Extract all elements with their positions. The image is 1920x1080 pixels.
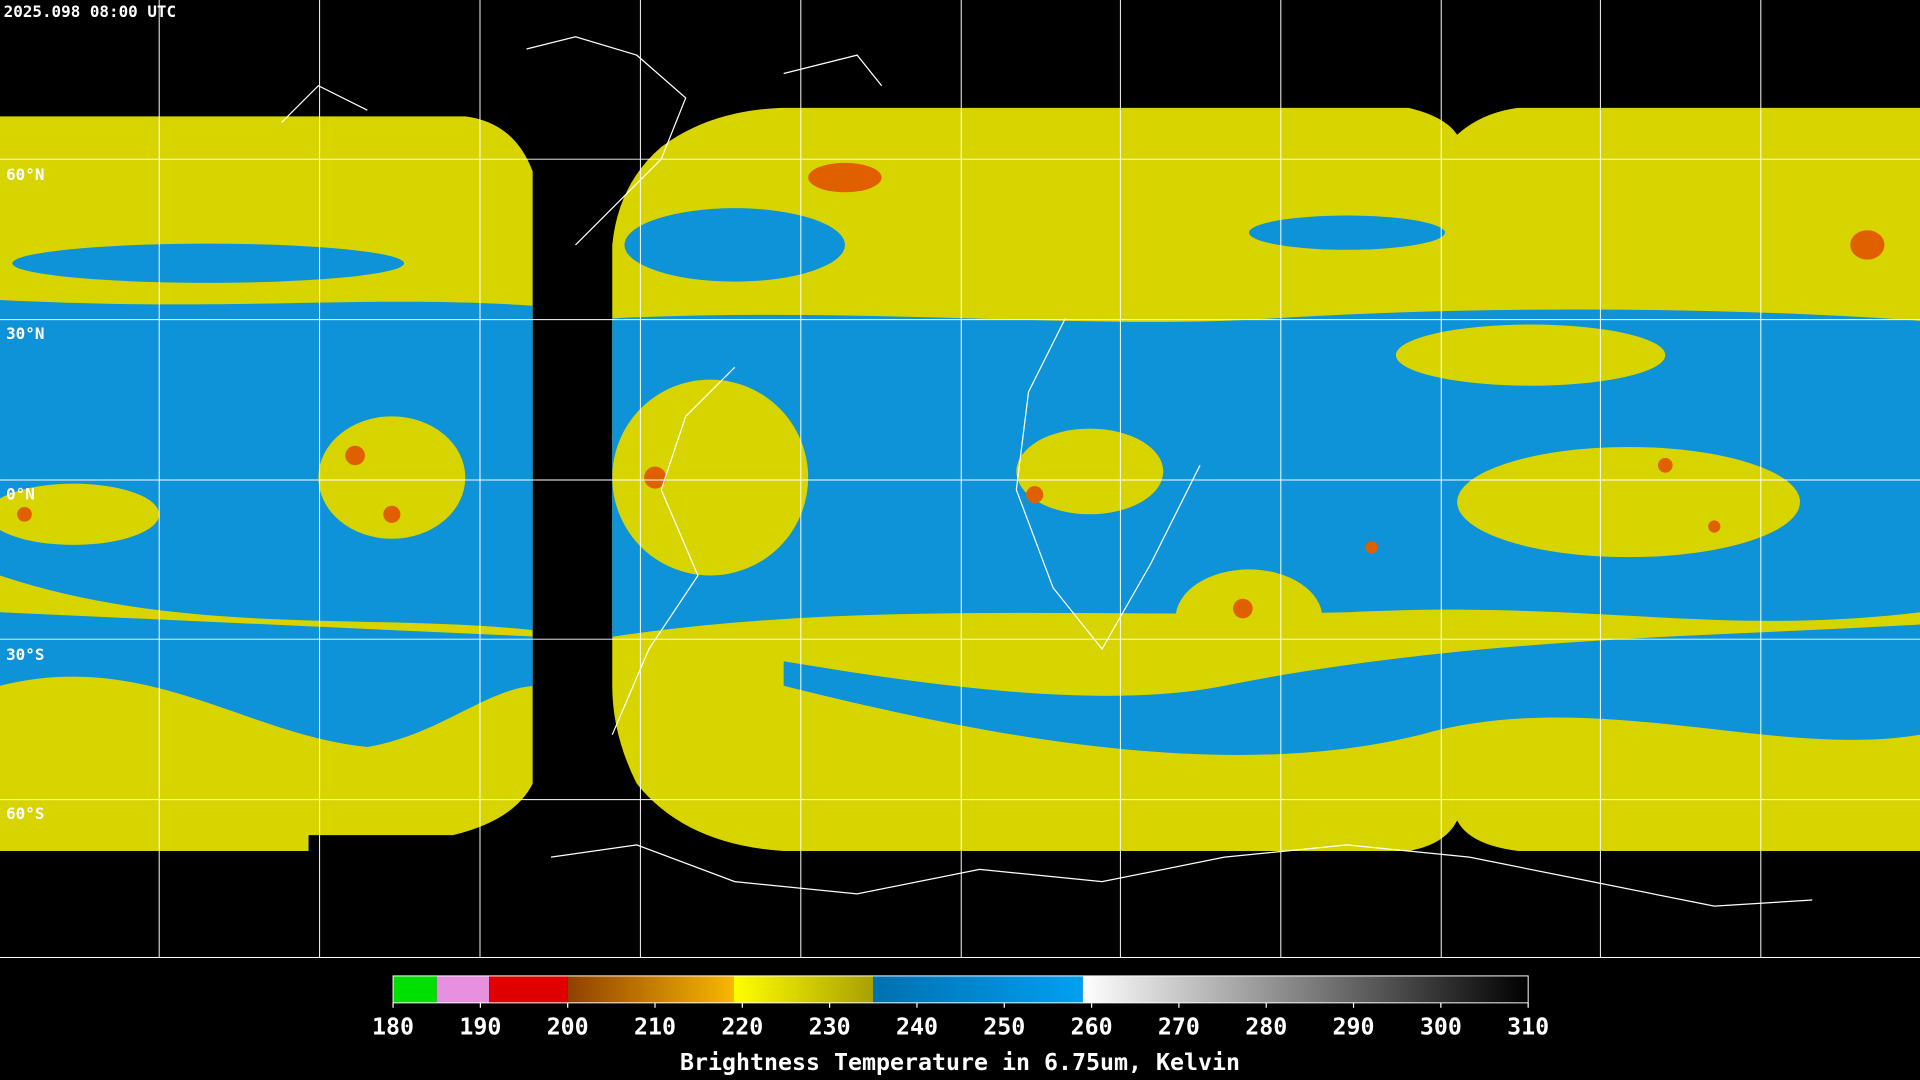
convection xyxy=(1175,569,1323,668)
colorbar-tick-label: 210 xyxy=(634,1014,676,1041)
convection xyxy=(1016,428,1164,515)
colorbar-segment xyxy=(1082,975,1529,1003)
lat-label: 30°S xyxy=(6,645,44,664)
timestamp: 2025.098 08:00 UTC xyxy=(4,2,176,21)
coastlines xyxy=(281,36,1813,907)
colorbar-label: Brightness Temperature in 6.75um, Kelvin xyxy=(680,1049,1240,1076)
colorbar-segment xyxy=(873,975,1083,1003)
moist-streak xyxy=(12,243,405,283)
colorbar-frame xyxy=(392,975,1529,1004)
colorbar-segment xyxy=(436,975,490,1003)
colorbar-tick-label: 190 xyxy=(459,1014,501,1041)
convection xyxy=(1457,446,1800,558)
colorbar-tick-label: 230 xyxy=(809,1014,851,1041)
moist-streak xyxy=(1248,215,1445,250)
moist-streak xyxy=(0,612,539,747)
colorbar-tick-label: 260 xyxy=(1071,1014,1113,1041)
cold-tops xyxy=(17,162,1885,619)
colorbar-tick-label: 240 xyxy=(896,1014,938,1041)
lat-label: 30°N xyxy=(6,324,44,343)
colorbar-segment xyxy=(393,975,437,1003)
convection xyxy=(0,483,160,545)
colorbar-tick-label: 180 xyxy=(372,1014,414,1041)
colorbar-tick-label: 200 xyxy=(547,1014,589,1041)
colorbar-tick-label: 270 xyxy=(1158,1014,1200,1041)
colorbar: 180 190 200 210 220 230 240 250 260 270 280 290 300 3… xyxy=(372,975,1549,1041)
colorbar-tick-label: 280 xyxy=(1245,1014,1287,1041)
convection xyxy=(612,379,809,576)
convection xyxy=(1395,324,1666,386)
colorbar-segment xyxy=(489,975,568,1003)
colorbar-segment xyxy=(733,975,874,1003)
colorbar-tick-label: 250 xyxy=(983,1014,1025,1041)
colorbar-tick-label: 310 xyxy=(1507,1014,1549,1041)
moist-streak xyxy=(783,624,1920,755)
colorbar-tick-label: 300 xyxy=(1420,1014,1462,1041)
colorbar-tick-label: 220 xyxy=(721,1014,763,1041)
moist-streak xyxy=(624,208,845,282)
graticule xyxy=(0,0,1920,959)
colorbar-tick-label: 290 xyxy=(1333,1014,1375,1041)
imagery xyxy=(0,107,1920,852)
colorbar-segment xyxy=(567,975,734,1003)
lat-label: 60°S xyxy=(6,804,44,823)
lat-label: 60°N xyxy=(6,165,44,184)
lat-label: 0°N xyxy=(6,485,35,504)
